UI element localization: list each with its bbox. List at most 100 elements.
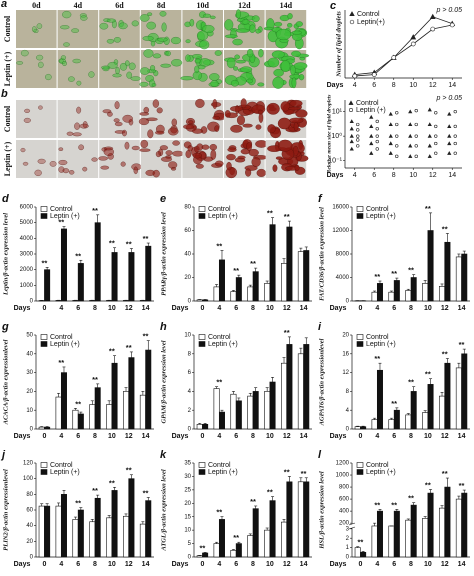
row-label: Control [3, 15, 12, 42]
marker [371, 72, 377, 77]
legend-label: Control [366, 334, 389, 341]
bar [123, 515, 130, 558]
y-tick-label: 12000 [332, 228, 349, 234]
significance: ** [75, 499, 81, 508]
bar [376, 283, 383, 302]
cell [165, 150, 173, 156]
x-tick-label: 12 [125, 305, 133, 312]
x-tick-label: 14 [448, 172, 456, 179]
legend-label: Leptin(+) [357, 19, 385, 26]
cell [118, 22, 128, 30]
marker [447, 124, 452, 128]
y-tick-label: 120 [23, 461, 34, 467]
legend-label: Leptin (+) [208, 469, 238, 476]
x-tick-label: 8 [93, 433, 97, 440]
marker [369, 133, 374, 138]
marker [447, 141, 452, 146]
y-tick-label: 20 [26, 389, 33, 395]
y-tick-label: 800 [339, 485, 350, 491]
x-tick-label: 14 [300, 561, 308, 568]
cell [60, 25, 70, 30]
cell [168, 127, 179, 136]
y-tick-label: 10 [184, 528, 191, 534]
marker [427, 122, 432, 127]
x-tick-label: 10 [424, 305, 432, 312]
marker [369, 114, 374, 119]
marker [391, 55, 397, 60]
cell [140, 139, 149, 148]
x-tick-label: 12 [441, 561, 449, 568]
bar [252, 391, 259, 430]
bar [202, 423, 209, 430]
x-tick-label: 14 [448, 82, 456, 89]
x-tick-label: 14 [300, 305, 308, 312]
legend-label: Leptin (+) [366, 469, 396, 476]
x-tick-label: 14 [142, 561, 150, 568]
cell [298, 74, 305, 81]
marker [453, 134, 457, 138]
bar [297, 251, 304, 302]
legend-marker [349, 11, 355, 17]
marker [410, 34, 417, 40]
cell [147, 12, 153, 16]
cell [159, 11, 167, 17]
x-tick-label: 4 [375, 305, 379, 312]
y-axis-label: PPARγ/β-actin expression level [160, 212, 167, 296]
legend-label: Control [356, 100, 379, 107]
x-axis-label: Days [327, 172, 344, 179]
y-tick-label: 40 [26, 523, 33, 529]
panel-label: e [160, 193, 166, 205]
column-label: 6d [115, 1, 124, 10]
y-tick-label: 0 [30, 427, 34, 433]
y-tick-label: 0 [188, 427, 192, 433]
y-tick-label: 100 [23, 476, 34, 482]
cell [299, 56, 306, 61]
x-tick-label: 8 [409, 433, 413, 440]
cell [58, 147, 64, 151]
marker [434, 151, 438, 155]
y-tick-label: 30 [184, 474, 191, 480]
bar [213, 388, 220, 430]
annotation: p > 0.05 [436, 95, 463, 102]
legend-label: Control [208, 462, 231, 469]
bar [72, 519, 79, 558]
bar [230, 549, 237, 558]
y-tick-label: 1000 [20, 283, 34, 289]
significance: ** [216, 508, 222, 517]
cell [189, 18, 195, 27]
y-tick-label: 6000 [20, 205, 34, 211]
cell [150, 40, 156, 47]
cell [155, 130, 165, 135]
significance: ** [374, 500, 380, 509]
x-tick-label: 8 [392, 172, 396, 179]
x-tick-label: 0 [200, 561, 204, 568]
marker [449, 22, 455, 28]
bar [235, 543, 242, 558]
x-tick-label: 12 [441, 305, 449, 312]
cell [63, 42, 70, 47]
legend-swatch [198, 206, 206, 212]
x-tick-label: 10 [108, 561, 116, 568]
marker [356, 138, 360, 142]
bar [218, 259, 225, 302]
cell [192, 152, 202, 159]
cell [130, 76, 141, 81]
cell [66, 131, 74, 136]
cell [20, 147, 26, 153]
bar [44, 426, 51, 430]
cell [126, 71, 132, 79]
bar [461, 353, 468, 430]
significance: ** [143, 332, 149, 341]
cell [131, 20, 139, 27]
y-tick-label: 20 [184, 275, 191, 281]
x-tick-label: 0 [200, 305, 204, 312]
y-tick-label: 20 [342, 333, 349, 339]
cell [22, 161, 29, 166]
x-tick-label: 4 [375, 561, 379, 568]
y-tick-label: 60 [26, 508, 33, 514]
legend-swatch [198, 469, 206, 475]
cell [165, 50, 171, 57]
marker [375, 134, 379, 138]
cell [88, 71, 95, 78]
bar [422, 412, 429, 430]
